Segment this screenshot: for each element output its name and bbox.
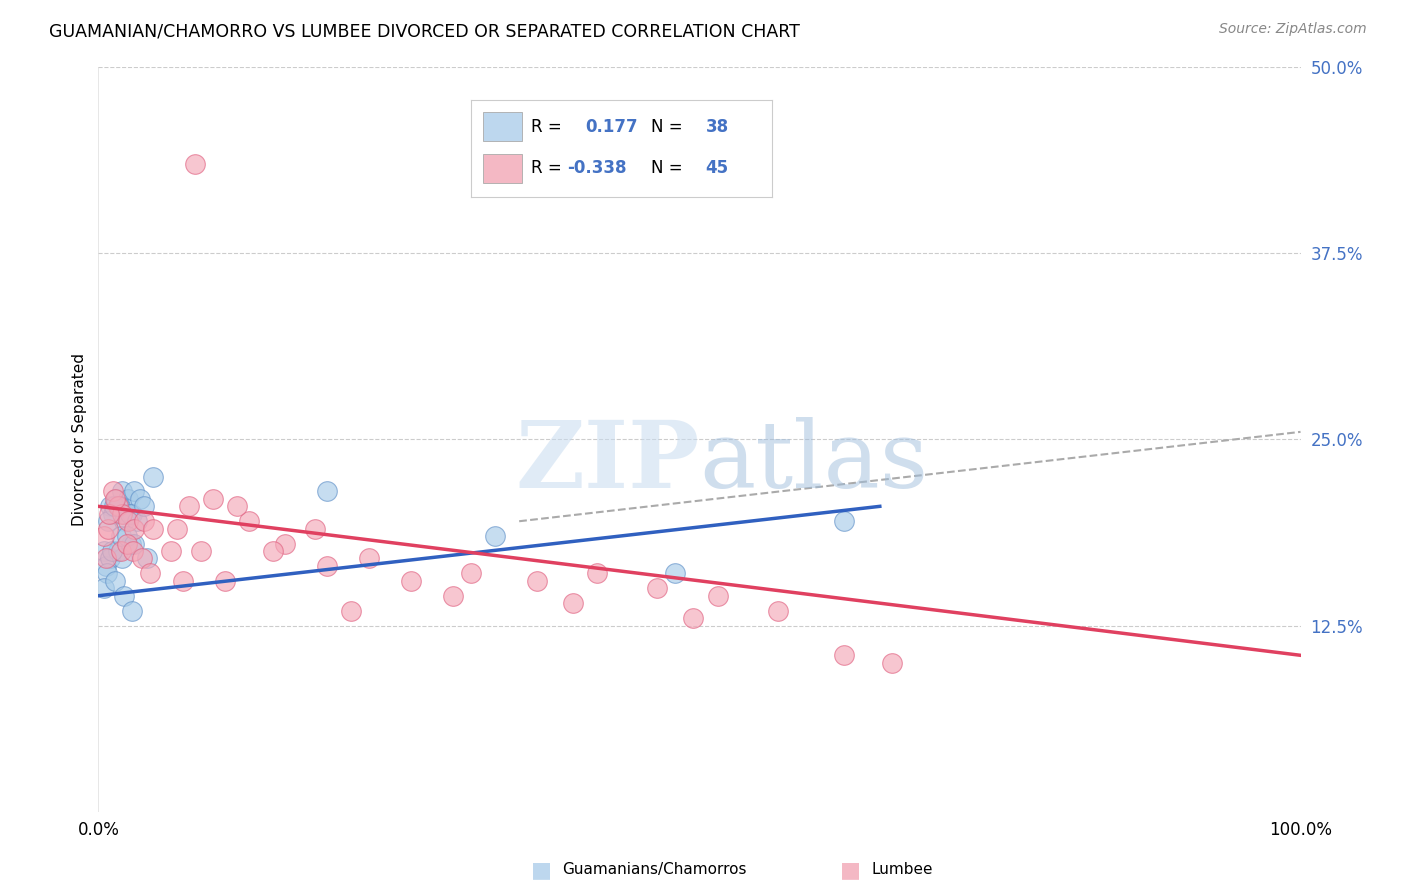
Point bbox=[104, 574, 127, 588]
Point bbox=[111, 507, 134, 521]
Point bbox=[832, 514, 855, 528]
Point bbox=[114, 507, 136, 521]
Point bbox=[357, 551, 380, 566]
Point bbox=[100, 500, 122, 514]
Point bbox=[101, 484, 124, 499]
Point bbox=[880, 656, 903, 670]
Point bbox=[159, 544, 181, 558]
Point bbox=[107, 500, 129, 514]
Point bbox=[664, 566, 686, 581]
Point bbox=[399, 574, 422, 588]
Point bbox=[238, 514, 260, 528]
Text: ■: ■ bbox=[531, 860, 551, 880]
Point bbox=[121, 604, 143, 618]
Point bbox=[484, 529, 506, 543]
Point bbox=[460, 566, 482, 581]
Point bbox=[96, 566, 118, 581]
Y-axis label: Divorced or Separated: Divorced or Separated bbox=[72, 353, 87, 525]
Point bbox=[166, 522, 188, 536]
Point bbox=[111, 484, 134, 499]
Point bbox=[108, 500, 131, 514]
Point bbox=[304, 522, 326, 536]
Text: Source: ZipAtlas.com: Source: ZipAtlas.com bbox=[1219, 22, 1367, 37]
Text: GUAMANIAN/CHAMORRO VS LUMBEE DIVORCED OR SEPARATED CORRELATION CHART: GUAMANIAN/CHAMORRO VS LUMBEE DIVORCED OR… bbox=[49, 22, 800, 40]
Text: ZIP: ZIP bbox=[515, 417, 699, 507]
Point bbox=[93, 529, 115, 543]
Point bbox=[100, 551, 122, 566]
Point bbox=[111, 551, 134, 566]
Point bbox=[117, 529, 139, 543]
Point bbox=[124, 484, 146, 499]
Point bbox=[183, 157, 205, 171]
Point bbox=[94, 558, 117, 573]
Point bbox=[124, 522, 146, 536]
Point bbox=[129, 491, 152, 506]
Point bbox=[117, 491, 139, 506]
Point bbox=[120, 536, 142, 550]
Point bbox=[682, 611, 704, 625]
Text: Lumbee: Lumbee bbox=[872, 863, 934, 877]
Point bbox=[122, 544, 145, 558]
Point bbox=[117, 536, 139, 550]
Point bbox=[586, 566, 609, 581]
Point bbox=[225, 500, 247, 514]
Point bbox=[93, 582, 115, 596]
Point bbox=[117, 514, 139, 528]
Point bbox=[93, 544, 115, 558]
Point bbox=[121, 507, 143, 521]
Point bbox=[766, 604, 789, 618]
Point bbox=[112, 589, 135, 603]
Point bbox=[112, 514, 135, 528]
Point bbox=[141, 522, 163, 536]
Point bbox=[101, 507, 124, 521]
Text: Guamanians/Chamorros: Guamanians/Chamorros bbox=[562, 863, 747, 877]
Point bbox=[118, 507, 141, 521]
Point bbox=[98, 507, 121, 521]
Point bbox=[97, 514, 120, 528]
Point bbox=[274, 536, 297, 550]
Point bbox=[315, 484, 337, 499]
Point bbox=[262, 544, 284, 558]
Point bbox=[110, 544, 132, 558]
Text: ■: ■ bbox=[841, 860, 860, 880]
Point bbox=[201, 491, 224, 506]
Point bbox=[706, 589, 728, 603]
Point bbox=[135, 551, 157, 566]
Point bbox=[105, 491, 128, 506]
Point bbox=[124, 536, 146, 550]
Point bbox=[132, 514, 155, 528]
Point bbox=[315, 558, 337, 573]
Point bbox=[190, 544, 212, 558]
Point bbox=[125, 514, 148, 528]
Point bbox=[214, 574, 236, 588]
Point bbox=[110, 529, 132, 543]
Point bbox=[172, 574, 194, 588]
Point bbox=[104, 491, 127, 506]
Point bbox=[526, 574, 548, 588]
Point bbox=[97, 522, 120, 536]
Point bbox=[131, 551, 153, 566]
Point bbox=[832, 648, 855, 663]
Point bbox=[107, 544, 129, 558]
Point bbox=[562, 596, 585, 610]
Point bbox=[103, 500, 125, 514]
Point bbox=[647, 582, 669, 596]
Point bbox=[139, 566, 162, 581]
Point bbox=[94, 551, 117, 566]
Point bbox=[100, 544, 122, 558]
Point bbox=[340, 604, 363, 618]
Point bbox=[441, 589, 464, 603]
Text: atlas: atlas bbox=[699, 417, 929, 507]
Point bbox=[141, 469, 163, 483]
Point bbox=[132, 500, 155, 514]
Point bbox=[177, 500, 200, 514]
Point bbox=[108, 500, 131, 514]
